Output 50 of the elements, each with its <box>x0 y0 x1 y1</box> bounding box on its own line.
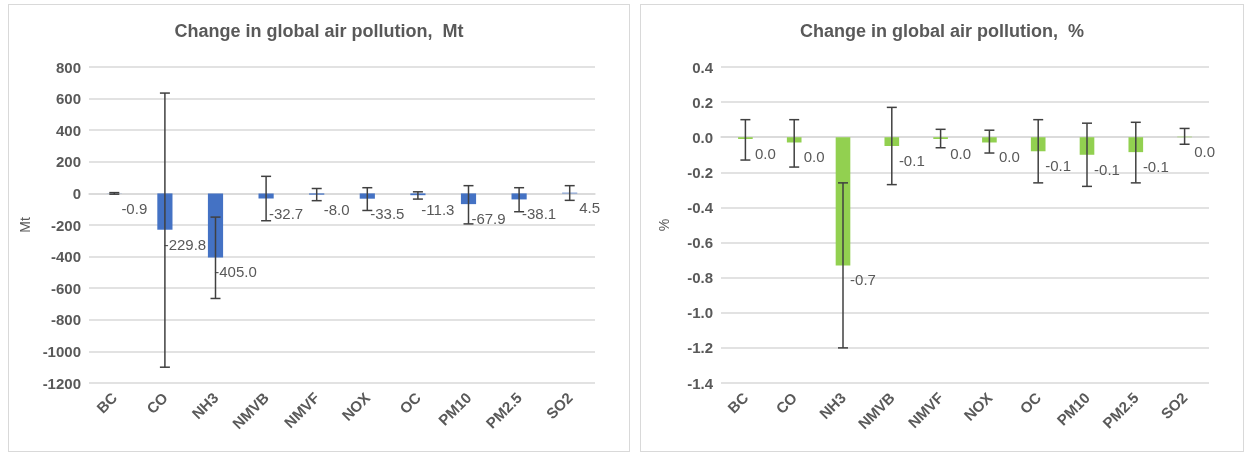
data-label: 0.0 <box>950 144 972 162</box>
data-label: 0.0 <box>754 144 776 162</box>
y-tick-label: -200 <box>50 216 81 234</box>
data-label: -0.1 <box>1094 160 1120 178</box>
data-label: -0.9 <box>121 199 148 217</box>
y-tick-label: 800 <box>55 58 81 76</box>
data-label: -11.3 <box>421 201 455 219</box>
y-tick-label: -1.4 <box>687 374 714 392</box>
chart-title: Change in global air pollution, Mt <box>174 21 464 41</box>
data-label: 0.0 <box>803 148 825 166</box>
x-tick-label: OC <box>395 388 425 417</box>
y-tick-label: 0.4 <box>692 58 714 76</box>
data-label: -33.5 <box>370 204 405 222</box>
data-label: -0.1 <box>1142 158 1169 176</box>
y-axis-title: % <box>656 218 672 232</box>
x-tick-label: BC <box>92 388 121 417</box>
y-tick-label: -0.8 <box>687 269 713 287</box>
data-label: 4.5 <box>579 199 601 217</box>
data-label: -0.1 <box>898 152 925 169</box>
chart-title: Change in global air pollution, % <box>799 21 1085 41</box>
data-label: -38.1 <box>522 205 557 223</box>
y-tick-label: -1.0 <box>687 304 713 322</box>
y-tick-label: -0.4 <box>687 198 714 216</box>
y-axis-title: Mt <box>16 217 33 233</box>
y-tick-label: -1200 <box>42 374 81 392</box>
y-tick-label: 0.2 <box>692 93 713 111</box>
y-tick-label: -400 <box>50 248 81 266</box>
data-label: 0.0 <box>1194 143 1216 161</box>
y-tick-label: -1.2 <box>687 339 713 357</box>
y-tick-label: 0.0 <box>692 128 713 146</box>
y-tick-label: 600 <box>55 90 81 108</box>
y-tick-label: -800 <box>50 311 81 329</box>
y-tick-label: 200 <box>55 153 81 171</box>
y-tick-label: 0 <box>72 184 81 202</box>
x-tick-label: BC <box>724 388 752 417</box>
y-tick-label: -600 <box>50 279 81 297</box>
data-label: -8.0 <box>323 200 350 218</box>
y-tick-label: -1000 <box>42 342 81 360</box>
data-label: -0.7 <box>850 271 876 289</box>
x-tick-label: CO <box>772 388 801 417</box>
y-tick-label: -0.2 <box>687 163 713 181</box>
y-tick-label: -0.6 <box>687 234 713 252</box>
data-label: 0.0 <box>998 148 1020 166</box>
data-label: -0.1 <box>1045 157 1072 175</box>
x-tick-label: OC <box>1016 388 1045 417</box>
data-label: -32.7 <box>269 204 304 222</box>
y-tick-label: 400 <box>55 121 81 139</box>
data-label: -67.9 <box>471 210 506 228</box>
x-tick-label: CO <box>142 388 172 417</box>
data-label: -405.0 <box>214 263 257 281</box>
